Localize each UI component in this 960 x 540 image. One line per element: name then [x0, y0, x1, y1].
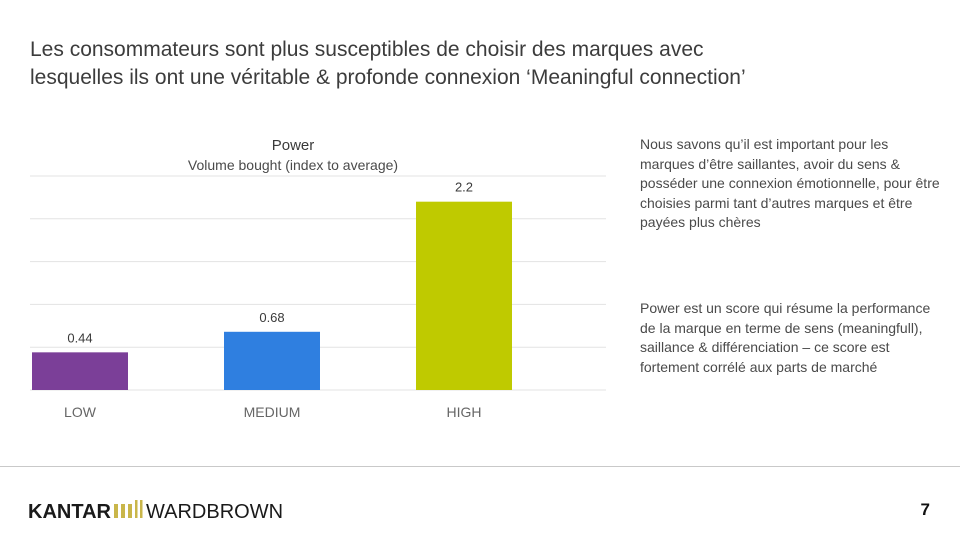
logo-mill-bar-2	[121, 504, 125, 518]
title-line-2: lesquelles ils ont une véritable & profo…	[30, 66, 746, 89]
data-label-high: 2.2	[455, 180, 473, 195]
data-label-low: 0.44	[67, 330, 92, 345]
logo-mill-bar-5	[140, 500, 143, 518]
page-number: 7	[920, 500, 930, 519]
logo-text-wardbrown: WARDBROWN	[146, 501, 283, 523]
category-label-high: HIGH	[447, 404, 482, 420]
data-label-medium: 0.68	[259, 310, 284, 325]
side-text-importance: Nous savons qu’il est important pour les…	[640, 136, 940, 230]
logo-mill-bar-4	[135, 500, 138, 518]
logo-mill-bar-1	[114, 504, 118, 518]
logo-text-kantar: KANTAR	[28, 501, 112, 523]
category-label-low: LOW	[64, 404, 97, 420]
footer-divider	[0, 466, 960, 467]
chart-subtitle: Volume bought (index to average)	[187, 157, 399, 173]
kantar-millward-brown-logo: KANTAR WARDBROWN	[28, 500, 283, 523]
category-label-medium: MEDIUM	[244, 404, 301, 420]
bar-high	[416, 201, 512, 390]
chart-title: Power	[271, 137, 315, 154]
power-bar-chart: 0.44 LOW 0.68 MEDIUM 2.2 HIGH Power Volume bo…	[30, 137, 606, 420]
slide-title: Les consommateurs sont plus susceptibles…	[30, 36, 930, 92]
side-text-power-definition: Power est un score qui résume la perform…	[640, 300, 931, 375]
title-line-1: Les consommateurs sont plus susceptibles…	[30, 38, 704, 61]
chart-canvas: 0.44 LOW 0.68 MEDIUM 2.2 HIGH	[30, 175, 606, 420]
bar-medium	[224, 331, 320, 390]
logo-mill-mark	[114, 500, 143, 518]
logo-mill-bar-3	[128, 504, 132, 518]
bar-low	[32, 352, 128, 390]
